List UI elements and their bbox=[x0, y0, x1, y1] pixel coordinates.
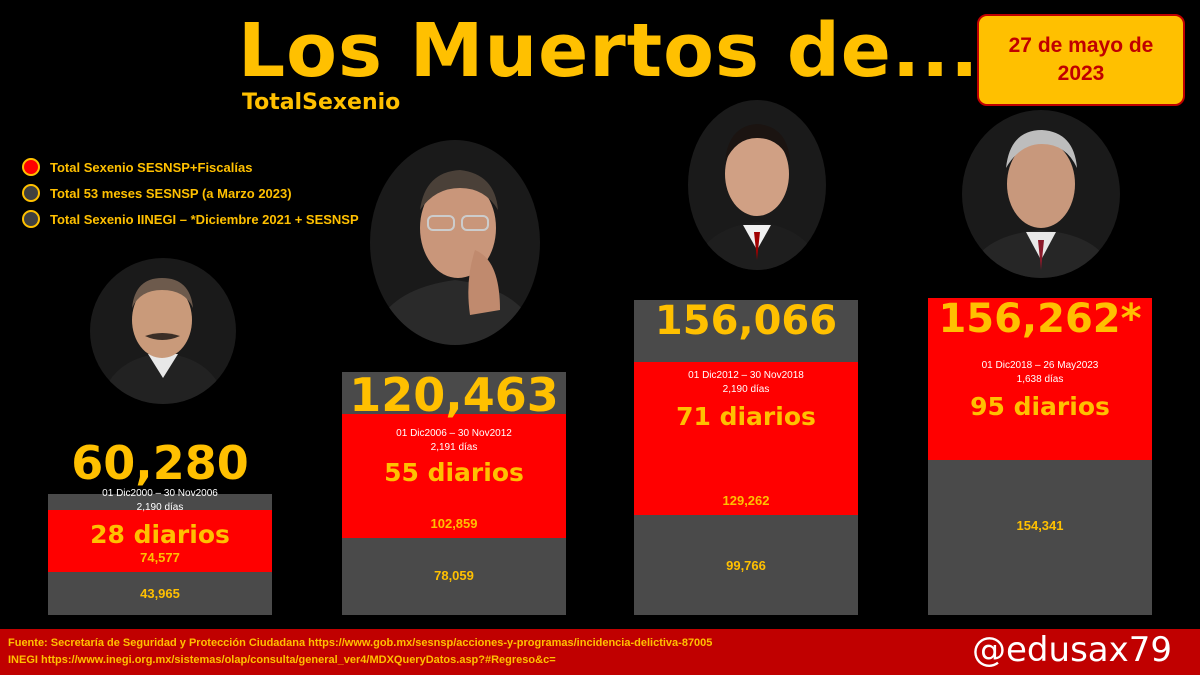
bar-days-label: 2,190 días bbox=[722, 384, 770, 395]
legend: Total Sexenio SESNSP+Fiscalías Total 53 … bbox=[22, 154, 359, 232]
bar-gray-value-label: 43,965 bbox=[140, 586, 180, 601]
portrait-3-image bbox=[688, 100, 826, 270]
bar-sesnsp-fiscalias-segment bbox=[928, 298, 1152, 460]
bar-days-label: 2,191 días bbox=[430, 442, 478, 453]
author-handle: @edusax79 bbox=[972, 630, 1172, 670]
bar-gray-value-label: 78,059 bbox=[434, 568, 474, 583]
bar-sesnsp-fiscalias-segment bbox=[342, 414, 566, 538]
bar-days-label: 2,190 días bbox=[136, 502, 184, 513]
bar-sesnsp-fiscalias-segment bbox=[48, 510, 272, 572]
bar-daily-label: 95 diarios bbox=[970, 392, 1110, 421]
bar-period-label: 01 Dic2018 – 26 May2023 bbox=[981, 360, 1099, 371]
footer-bar: Fuente: Secretaría de Seguridad y Protec… bbox=[0, 629, 1200, 675]
portrait-4-image bbox=[962, 110, 1120, 278]
legend-dot-gray bbox=[22, 210, 40, 228]
bar-period-label: 01 Dic2012 – 30 Nov2018 bbox=[688, 370, 804, 381]
bar-inegi-segment bbox=[342, 372, 566, 414]
legend-label: Total Sexenio SESNSP+Fiscalías bbox=[50, 159, 253, 175]
bar-sesnsp-53-meses-segment bbox=[928, 460, 1152, 615]
bar-sesnsp-53-meses-segment bbox=[634, 515, 858, 615]
portrait-1-image bbox=[90, 258, 236, 404]
bar-sesnsp-53-meses-segment bbox=[48, 572, 272, 615]
bar-daily-label: 28 diarios bbox=[90, 520, 230, 549]
bar-total-label: 156,066 bbox=[654, 298, 838, 344]
bar-period-label: 01 Dic2006 – 30 Nov2012 bbox=[396, 428, 512, 439]
source-text: Fuente: Secretaría de Seguridad y Protec… bbox=[8, 635, 712, 669]
legend-dot-gray bbox=[22, 184, 40, 202]
legend-label: Total Sexenio IINEGI – *Diciembre 2021 +… bbox=[50, 211, 359, 227]
bar-gray-value-label: 99,766 bbox=[726, 558, 766, 573]
chart-subtitle: TotalSexenio bbox=[242, 90, 401, 115]
legend-label: Total 53 meses SESNSP (a Marzo 2023) bbox=[50, 185, 292, 201]
bar-total-label: 120,463 bbox=[349, 368, 559, 422]
bar-total-label: 60,280 bbox=[71, 436, 249, 490]
bar-days-label: 1,638 días bbox=[1016, 374, 1064, 385]
legend-item: Total 53 meses SESNSP (a Marzo 2023) bbox=[22, 180, 359, 206]
legend-item: Total Sexenio SESNSP+Fiscalías bbox=[22, 154, 359, 180]
bar-daily-label: 55 diarios bbox=[384, 458, 524, 487]
bar-inegi-segment bbox=[634, 300, 858, 362]
bar-sesnsp-53-meses-segment bbox=[342, 538, 566, 615]
source-line-sesnsp: Fuente: Secretaría de Seguridad y Protec… bbox=[8, 637, 713, 649]
bar-red-value-label: 74,577 bbox=[140, 550, 180, 565]
bar-daily-label: 71 diarios bbox=[676, 402, 816, 431]
bar-sesnsp-fiscalias-segment bbox=[634, 362, 858, 515]
chart-title: Los Muertos de... bbox=[238, 8, 980, 94]
bar-red-value-label: 102,859 bbox=[430, 516, 478, 531]
legend-dot-red bbox=[22, 158, 40, 176]
bar-gray-value-label: 154,341 bbox=[1016, 518, 1064, 533]
portrait-2-image bbox=[370, 140, 540, 345]
bar-red-value-label: 129,262 bbox=[722, 493, 770, 508]
bar-total-label: 156,262* bbox=[938, 296, 1142, 342]
source-line-inegi: INEGI https://www.inegi.org.mx/sistemas/… bbox=[8, 654, 556, 667]
bar-inegi-segment bbox=[48, 494, 272, 510]
legend-item: Total Sexenio IINEGI – *Diciembre 2021 +… bbox=[22, 206, 359, 232]
date-badge: 27 de mayo de 2023 bbox=[977, 14, 1185, 106]
bar-period-label: 01 Dic2000 – 30 Nov2006 bbox=[102, 488, 218, 499]
